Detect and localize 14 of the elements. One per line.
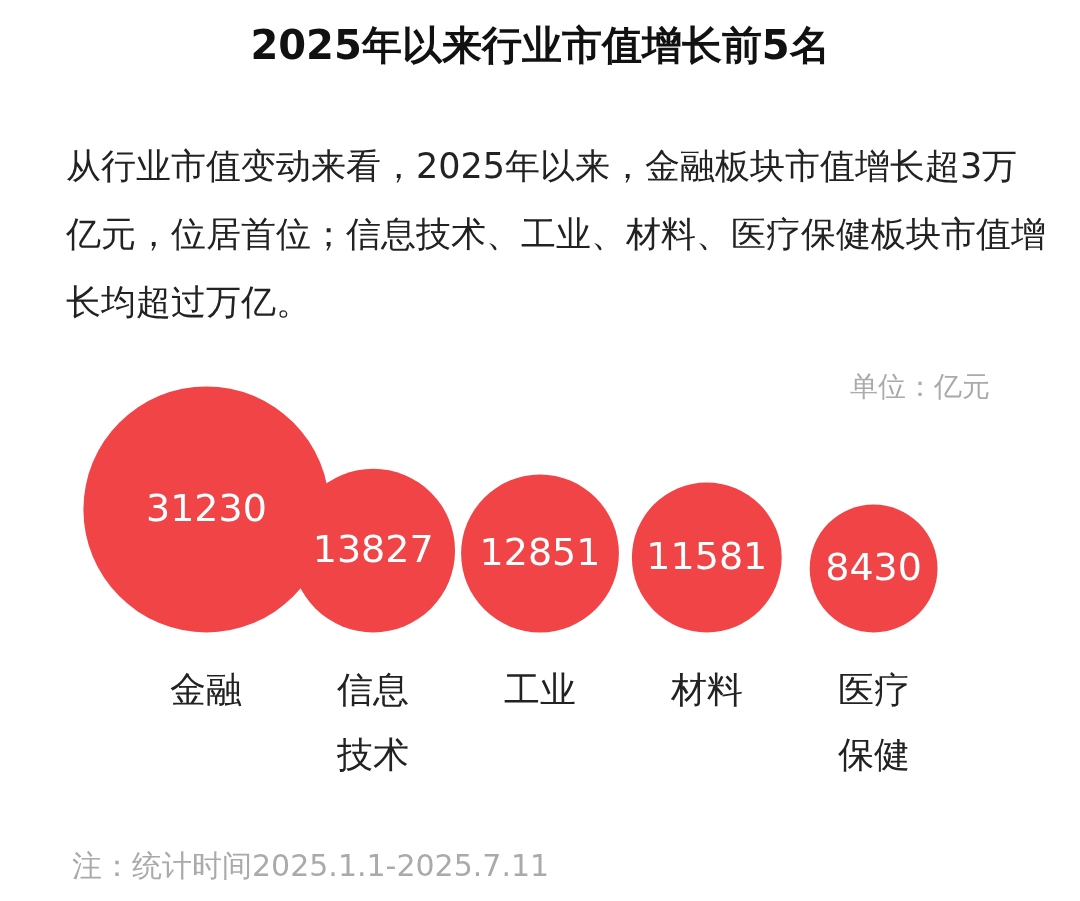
category-label: 工业 bbox=[504, 669, 576, 711]
category-label: 信息技术 bbox=[336, 669, 410, 775]
text: 从行业市值变动来看，2025年以来，金融板块市值增长超3万亿元，位居首位；信息技术、工业、材料、医疗保健板块市值增长均超过万亿。 bbox=[66, 145, 1047, 324]
text: 2025年以来行业市值增长前5名 bbox=[249, 21, 831, 70]
data-label: 8430 bbox=[825, 545, 922, 590]
data-label: 12851 bbox=[479, 530, 601, 575]
text: 注：统计时间2025.1.1-2025.7.11 bbox=[72, 847, 550, 885]
data-label: 31230 bbox=[145, 486, 267, 531]
category-label: 材料 bbox=[669, 669, 743, 711]
text: 单位：亿元 bbox=[850, 369, 990, 405]
data-label: 13827 bbox=[312, 527, 434, 572]
category-label: 医疗保健 bbox=[837, 669, 910, 775]
data-label: 11581 bbox=[646, 534, 768, 579]
category-label: 金融 bbox=[170, 669, 243, 711]
